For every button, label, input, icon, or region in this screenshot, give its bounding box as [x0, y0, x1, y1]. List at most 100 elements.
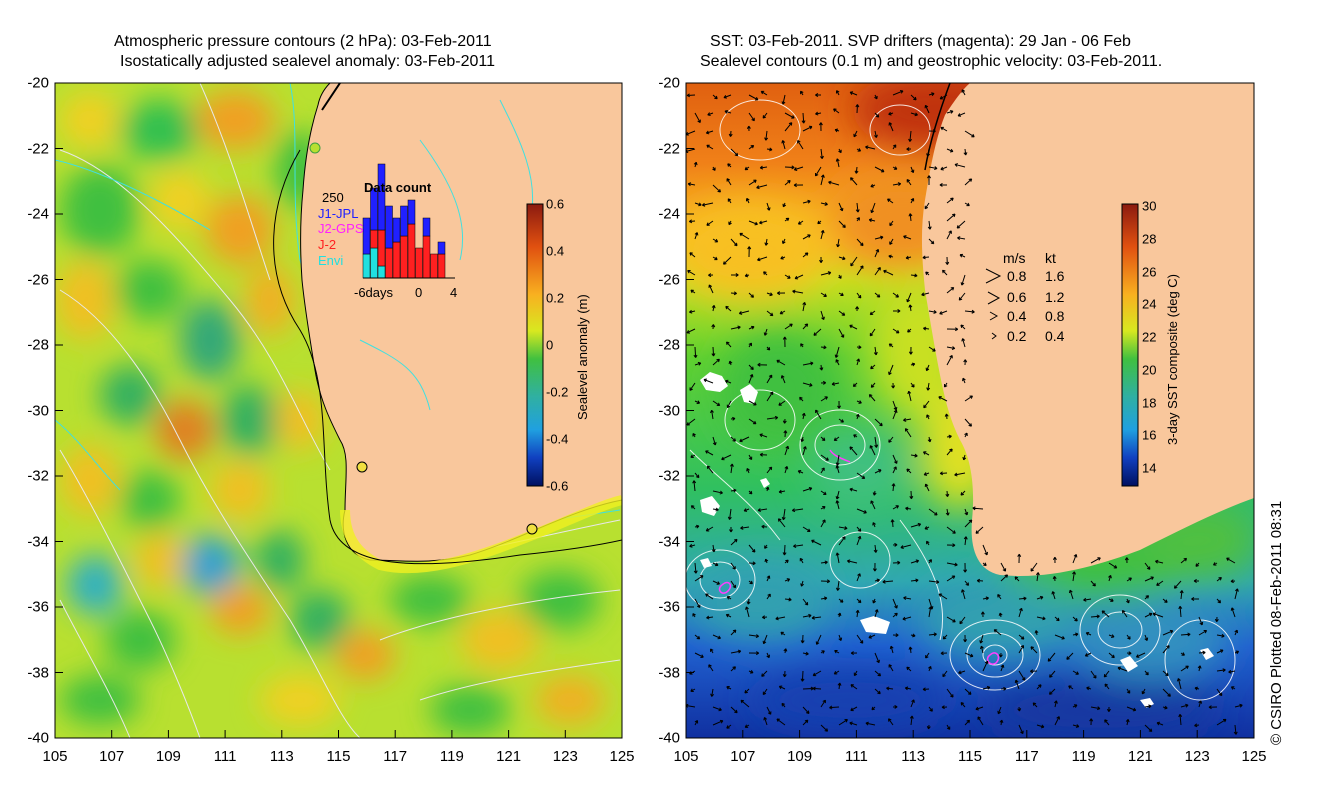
- inset-bar-jpl: [392, 217, 401, 243]
- velocity-arrow: [705, 593, 714, 600]
- velocity-arrow: [1193, 579, 1200, 583]
- left-y-tick-label: -34: [27, 533, 49, 550]
- velocity-arrow: [945, 508, 950, 516]
- velocity-arrow: [874, 292, 881, 298]
- velocity-arrow: [854, 166, 859, 174]
- velocity-arrow: [957, 112, 966, 117]
- velocity-arrow: [910, 633, 916, 638]
- velocity-arrow: [908, 130, 913, 142]
- velocity-arrow: [1162, 629, 1174, 636]
- velocity-arrow: [850, 706, 858, 712]
- velocity-arrow: [910, 112, 918, 117]
- velocity-arrow: [963, 536, 968, 546]
- velocity-arrow: [746, 125, 751, 132]
- velocity-arrow: [778, 400, 786, 406]
- velocity-arrow: [730, 273, 739, 277]
- velocity-arrow: [730, 238, 738, 247]
- velocity-arrow: [906, 147, 912, 152]
- right-x-tick-label: 117: [1014, 748, 1039, 765]
- velocity-arrow: [687, 270, 696, 276]
- velocity-arrow: [783, 648, 788, 654]
- velocity-arrow: [910, 362, 916, 367]
- velocity-arrow: [782, 202, 787, 208]
- velocity-arrow: [856, 358, 861, 366]
- velocity-arrow: [856, 292, 862, 299]
- velocity-arrow: [1054, 616, 1060, 622]
- velocity-arrow: [924, 483, 930, 492]
- velocity-legend-row-kt: 0.4: [1045, 328, 1065, 344]
- velocity-arrow: [689, 543, 696, 548]
- velocity-arrow: [856, 573, 861, 582]
- left-x-tick-label: 113: [269, 748, 294, 765]
- velocity-arrow: [982, 596, 989, 601]
- inset-bar-j2: [437, 253, 446, 279]
- velocity-arrow: [820, 380, 827, 385]
- velocity-arrow: [800, 90, 804, 96]
- velocity-arrow: [928, 129, 936, 134]
- velocity-arrow: [784, 323, 793, 330]
- velocity-arrow: [766, 415, 779, 420]
- velocity-arrow: [1084, 652, 1092, 657]
- velocity-arrow: [784, 274, 791, 279]
- velocity-arrow: [759, 165, 768, 170]
- inset-x-label-end: 4: [450, 285, 458, 300]
- velocity-arrow: [1144, 612, 1153, 618]
- velocity-arrow: [849, 324, 858, 330]
- velocity-arrow: [802, 361, 814, 366]
- inset-title: Data count: [364, 180, 432, 195]
- velocity-arrow: [1194, 686, 1200, 691]
- velocity-arrow: [800, 580, 805, 587]
- velocity-arrow: [838, 328, 845, 338]
- velocity-arrow: [1228, 669, 1236, 674]
- velocity-arrow: [928, 579, 940, 584]
- velocity-arrow: [1213, 562, 1218, 566]
- velocity-arrow: [902, 616, 912, 621]
- velocity-arrow: [870, 364, 876, 370]
- velocity-arrow: [800, 343, 804, 348]
- velocity-arrow: [694, 634, 701, 640]
- velocity-arrow: [748, 179, 757, 186]
- velocity-arrow: [835, 500, 840, 510]
- velocity-arrow: [1101, 610, 1110, 618]
- velocity-arrow: [869, 310, 876, 316]
- right-x-tick-label: 115: [958, 748, 982, 765]
- velocity-arrow: [759, 452, 768, 457]
- velocity-arrow: [730, 580, 737, 589]
- velocity-arrow: [1178, 713, 1183, 726]
- velocity-arrow: [726, 178, 732, 186]
- velocity-arrow: [874, 166, 885, 173]
- velocity-arrow: [1152, 612, 1164, 618]
- velocity-arrow: [940, 651, 948, 656]
- velocity-legend-row-kt: 1.6: [1045, 268, 1065, 284]
- left-y-tick-label: -22: [27, 140, 49, 157]
- velocity-arrow: [766, 593, 771, 600]
- velocity-legend-row-kt: 0.8: [1045, 308, 1065, 324]
- velocity-arrow: [1180, 665, 1189, 672]
- velocity-arrow: [856, 472, 866, 480]
- velocity-arrow: [780, 631, 786, 636]
- velocity-arrow: [892, 292, 899, 298]
- velocity-arrow: [834, 346, 840, 358]
- velocity-arrow: [888, 254, 894, 259]
- velocity-arrow: [802, 199, 811, 204]
- velocity-arrow: [976, 578, 984, 583]
- velocity-arrow: [1068, 685, 1074, 690]
- velocity-arrow: [712, 238, 719, 243]
- velocity-arrow: [833, 108, 840, 114]
- inset-bar-jpl: [385, 205, 393, 249]
- velocity-arrow: [797, 469, 804, 474]
- velocity-arrow: [784, 179, 791, 186]
- velocity-arrow: [725, 305, 732, 312]
- velocity-arrow: [855, 609, 860, 618]
- velocity-arrow: [712, 256, 718, 261]
- velocity-arrow: [892, 144, 897, 150]
- velocity-arrow: [725, 341, 732, 348]
- velocity-arrow: [975, 706, 984, 711]
- velocity-arrow: [802, 323, 809, 330]
- velocity-legend-row-ms: 0.4: [1007, 308, 1027, 324]
- velocity-arrow: [905, 255, 912, 260]
- velocity-arrow: [1054, 634, 1065, 640]
- velocity-arrow: [886, 686, 894, 691]
- velocity-arrow: [850, 684, 858, 690]
- velocity-arrow: [856, 400, 862, 404]
